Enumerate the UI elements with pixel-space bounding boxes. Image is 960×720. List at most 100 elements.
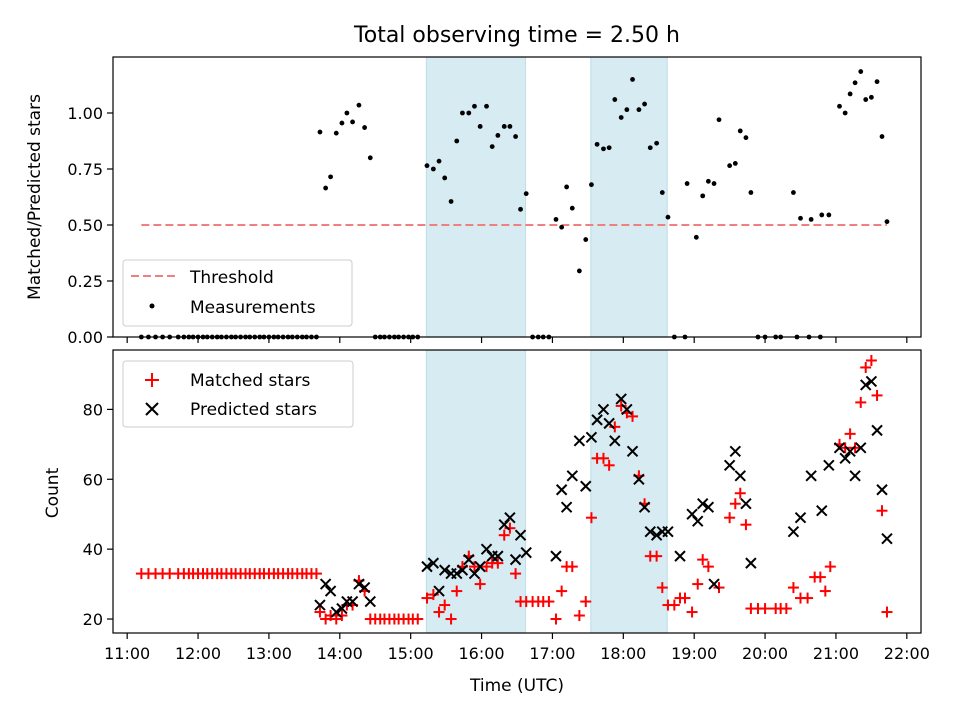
predicted-star-point — [421, 560, 433, 573]
bottom-x-tick-label: 22:00 — [884, 644, 930, 663]
measurement-point — [507, 124, 513, 129]
bottom-data-layer — [135, 354, 893, 625]
predicted-star-point — [881, 532, 893, 545]
bottom-y-tick-label: 20 — [83, 610, 103, 629]
matched-star-point — [325, 610, 337, 622]
predicted-star-point — [456, 564, 469, 576]
predicted-star-point — [336, 602, 348, 615]
predicted-legend-label: Predicted stars — [190, 400, 317, 420]
measurement-point — [328, 174, 333, 180]
measurement-point — [705, 178, 711, 184]
top-shaded-intervals — [425, 56, 668, 338]
bottom-x-tick-label: 20:00 — [742, 644, 788, 663]
predicted-star-point — [573, 435, 586, 447]
measurement-point — [642, 101, 647, 107]
predicted-star-point — [438, 564, 451, 576]
bottom-x-tick-label: 17:00 — [529, 644, 575, 663]
measurement-point — [858, 69, 864, 74]
bottom-shaded-intervals — [425, 349, 668, 634]
matched-star-point — [702, 561, 714, 573]
bottom-legend-box — [122, 360, 354, 428]
measurement-point — [333, 130, 339, 136]
measurement-point — [356, 102, 362, 108]
measurement-point — [454, 138, 460, 144]
matched-star-point — [451, 585, 463, 597]
predicted-star-point — [509, 553, 522, 566]
bottom-x-tick-label: 21:00 — [813, 644, 859, 663]
matched-star-point — [819, 585, 831, 597]
measurement-point — [484, 103, 489, 109]
predicted-star-point — [330, 606, 342, 618]
predicted-star-point — [871, 424, 883, 437]
matched-star-point — [492, 557, 504, 569]
bottom-x-tick-label: 14:00 — [317, 644, 363, 663]
predicted-legend-swatch — [145, 402, 159, 416]
matched-star-point — [802, 592, 814, 604]
matched-star-point — [865, 354, 877, 366]
measurement-point — [630, 77, 635, 82]
measurement-point — [798, 215, 803, 221]
measurement-point — [868, 94, 874, 100]
predicted-star-point — [609, 435, 621, 447]
measurement-point — [826, 212, 832, 218]
predicted-star-point — [729, 445, 742, 458]
bottom-x-tick-label: 13:00 — [246, 644, 292, 663]
predicted-star-point — [319, 578, 332, 590]
matched-star-point — [849, 442, 861, 454]
measurement-point — [808, 217, 814, 222]
matched-star-point — [824, 561, 836, 573]
matched-star-point — [697, 554, 709, 566]
bottom-legend: Matched stars Predicted stars — [122, 360, 354, 428]
measurement-point — [559, 224, 565, 230]
predicted-star-point — [633, 473, 645, 485]
bottom-y-axis-label: Count — [43, 467, 63, 518]
measurement-point — [601, 146, 606, 152]
matched-star-point — [421, 592, 433, 604]
matched-star-point — [474, 578, 486, 590]
measurement-point — [477, 124, 483, 129]
matched-star-point — [433, 606, 445, 618]
measurement-point — [564, 184, 570, 190]
bottom-x-tick-label: 11:00 — [104, 644, 150, 663]
matched-star-point — [780, 603, 792, 615]
top-x-ticks — [126, 337, 908, 343]
matched-star-point — [686, 606, 698, 618]
bottom-x-tick-label: 18:00 — [600, 644, 646, 663]
matched-star-point — [615, 400, 627, 412]
matched-star-point — [566, 561, 578, 573]
matched-star-point — [412, 613, 424, 625]
bottom-x-axis: 11:00 12:00 13:00 14:00 15:00 16:00 17:00 18:00… — [104, 633, 930, 663]
predicted-star-point — [314, 599, 326, 611]
measurement-point — [874, 79, 880, 85]
measurement-point — [569, 205, 575, 211]
measurement-point — [350, 119, 355, 125]
matched-star-point — [468, 561, 480, 573]
measurement-point — [513, 134, 518, 139]
predicted-star-point — [860, 379, 872, 391]
measurement-point — [442, 175, 448, 181]
predicted-star-point — [603, 417, 615, 430]
matched-star-point — [314, 606, 326, 618]
matched-star-point — [740, 519, 752, 531]
measurement-point — [317, 129, 323, 135]
matched-star-point — [573, 610, 585, 622]
measurement-point — [684, 181, 690, 186]
measurement-point — [466, 110, 472, 116]
matched-star-point — [550, 613, 562, 625]
threshold-legend-label: Threshold — [189, 268, 274, 288]
measurement-point — [472, 103, 477, 109]
measurement-point — [852, 80, 858, 86]
bottom-y-tick-label: 60 — [83, 470, 103, 489]
predicted-star-point — [621, 403, 633, 416]
matched-star-point — [310, 568, 322, 580]
predicted-star-point — [520, 546, 532, 559]
predicted-star-point — [702, 501, 715, 513]
observing-window-band — [590, 56, 668, 338]
top-y-tick-label: 0.50 — [67, 216, 103, 235]
predicted-star-point — [696, 498, 709, 510]
matched-star-point — [556, 585, 568, 597]
predicted-star-point — [504, 511, 516, 524]
top-y-tick-label: 1.00 — [67, 104, 103, 123]
predicted-star-point — [674, 550, 686, 562]
